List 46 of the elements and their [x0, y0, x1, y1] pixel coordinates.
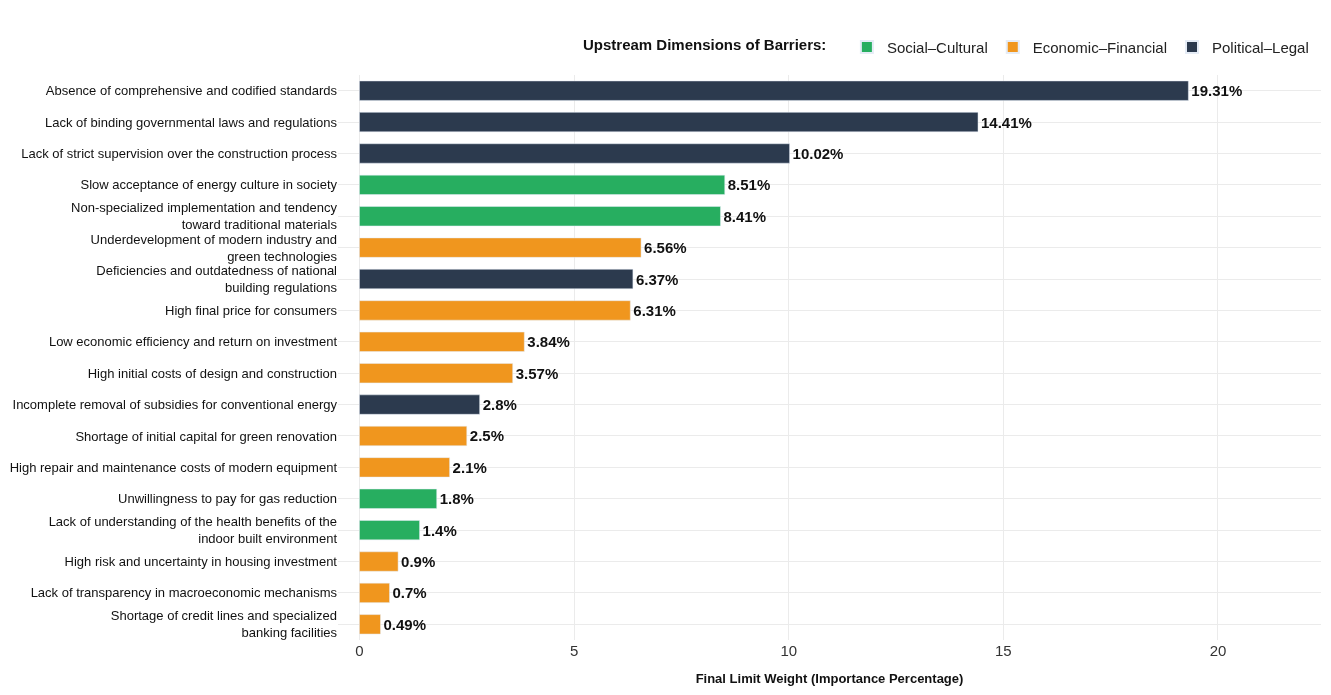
- y-tick-label: Lack of strict supervision over the construction process: [21, 146, 338, 162]
- y-tick-label: Incomplete removal of subsidies for conventional energy: [12, 397, 338, 413]
- y-tick-label: Shortage of initial capital for green renovation: [75, 428, 337, 444]
- data-label: 2.5%: [469, 427, 504, 445]
- data-label: 8.51%: [727, 176, 771, 194]
- data-label: 10.02%: [792, 144, 844, 162]
- data-label: 6.31%: [633, 301, 676, 319]
- x-tick-label: 15: [995, 642, 1012, 659]
- legend-label: Political–Legal: [1212, 38, 1309, 56]
- y-tick-label: Slow acceptance of energy culture in society: [80, 177, 338, 193]
- y-tick-label: Deficiencies and outdatedness of national building regulations: [96, 263, 338, 296]
- y-tick-label: High repair and maintenance costs of modern equipment: [9, 459, 338, 475]
- x-axis-title: Final Limit Weight (Importance Percentage): [695, 670, 964, 686]
- y-tick-label: High initial costs of design and construction: [87, 365, 337, 381]
- x-tick-label: 5: [569, 642, 579, 659]
- y-tick-label: Unwillingness to pay for gas reduction: [118, 491, 337, 507]
- y-tick-label: Shortage of credit lines and specialized banking facilities: [110, 608, 338, 641]
- y-tick-label: Underdevelopment of modern industry and green technologies: [90, 231, 338, 264]
- y-tick-label: Low economic efficiency and return on investment: [48, 334, 338, 350]
- data-label: 8.41%: [723, 207, 767, 225]
- data-label: 14.41%: [981, 113, 1032, 131]
- y-tick-label: High final price for consumers: [165, 302, 338, 318]
- x-tick-label: 0: [355, 642, 364, 659]
- data-label: 3.84%: [527, 333, 570, 351]
- data-label: 0.49%: [383, 615, 427, 633]
- data-label: 3.57%: [515, 364, 559, 382]
- data-label: 0.9%: [401, 553, 436, 571]
- data-label: 1.8%: [439, 490, 474, 508]
- y-tick-label: Lack of transparency in macroeconomic mechanisms: [30, 585, 338, 601]
- data-label: 2.8%: [482, 396, 517, 414]
- data-label: 6.37%: [635, 270, 679, 288]
- y-tick-label: Lack of binding governmental laws and regulations: [45, 114, 338, 130]
- data-label: 2.1%: [452, 458, 487, 476]
- data-label: 6.56%: [644, 239, 687, 257]
- data-label: 1.4%: [422, 521, 457, 539]
- x-tick-label: 10: [780, 642, 798, 659]
- y-tick-label: Lack of understanding of the health benefits of the indoor built environment: [48, 514, 338, 547]
- legend-label: Social–Cultural: [886, 38, 988, 56]
- y-tick-label: Absence of comprehensive and codified standards: [45, 83, 338, 99]
- legend-title: Upstream Dimensions of Barriers:: [582, 36, 827, 54]
- y-tick-label: High risk and uncertainty in housing investment: [64, 554, 338, 570]
- y-tick-label: Non-specialized implementation and tendency toward traditional materials: [71, 200, 338, 233]
- data-label: 0.7%: [392, 584, 427, 602]
- legend-label: Economic–Financial: [1032, 38, 1168, 56]
- x-tick-label: 20: [1209, 642, 1227, 659]
- data-label: 19.31%: [1191, 82, 1243, 100]
